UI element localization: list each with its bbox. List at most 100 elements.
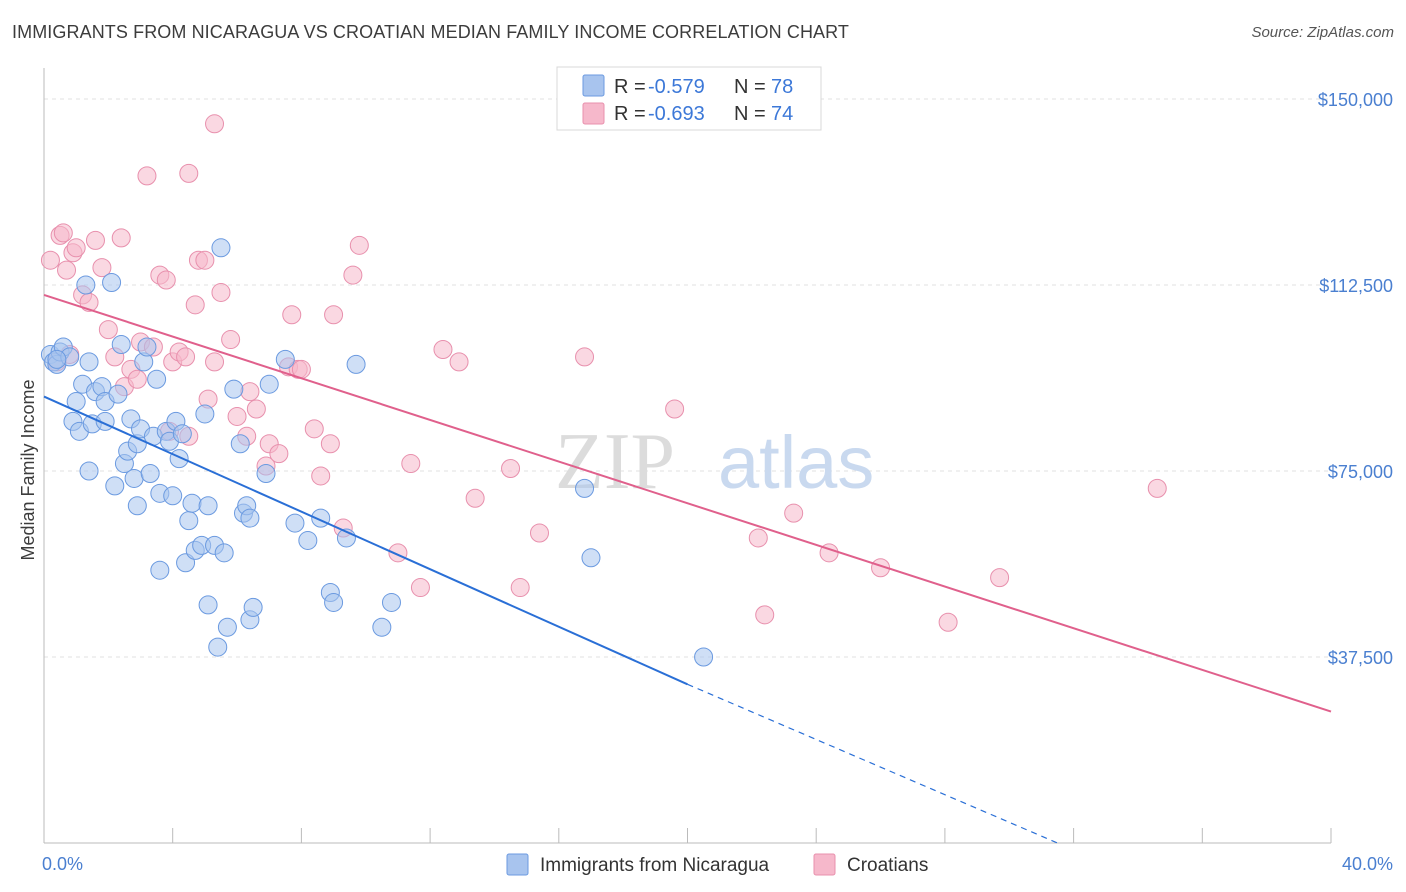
nicaragua-point xyxy=(108,384,128,404)
nicaragua-point xyxy=(217,617,237,637)
croatians-point xyxy=(66,238,86,258)
nicaragua-point xyxy=(275,349,295,369)
croatians-point xyxy=(282,305,302,325)
croatians-point xyxy=(111,228,131,248)
croatians-point xyxy=(433,339,453,359)
croatians-point xyxy=(40,250,60,270)
trend-lines xyxy=(43,293,1332,844)
chart-title: IMMIGRANTS FROM NICARAGUA VS CROATIAN ME… xyxy=(12,22,850,42)
x-tick-label: 40.0% xyxy=(1342,854,1393,874)
croatians-point xyxy=(246,399,266,419)
nicaragua-point xyxy=(372,617,392,637)
nicaragua-point xyxy=(581,548,601,568)
croatians-point xyxy=(784,503,804,523)
croatians-point xyxy=(156,270,176,290)
nicaragua-point xyxy=(198,496,218,516)
nicaragua-point xyxy=(137,337,157,357)
croatians-point xyxy=(240,382,260,402)
nicaragua-point xyxy=(381,592,401,612)
legend-r-value-1: -0.579 xyxy=(648,76,705,98)
axes xyxy=(43,68,1332,844)
croatians-point xyxy=(324,305,344,325)
nicaragua-point xyxy=(169,449,189,469)
croatians-point xyxy=(211,282,231,302)
croatians-point xyxy=(269,444,289,464)
gridlines xyxy=(44,98,1331,658)
legend-stats: R = -0.579 N = 78 R = -0.693 N = 74 xyxy=(556,66,822,131)
croatians-point xyxy=(195,250,215,270)
legend-r-label-2: R = xyxy=(614,103,646,125)
croatians-point xyxy=(185,295,205,315)
nicaragua-point xyxy=(240,508,260,528)
croatians-point xyxy=(465,488,485,508)
croatians-point xyxy=(510,578,530,598)
legend-series: Immigrants from Nicaragua Croatians xyxy=(506,853,928,876)
nicaragua-point xyxy=(140,463,160,483)
chart-source: Source: ZipAtlas.com xyxy=(1251,24,1394,41)
x-tick-labels: 0.0% 40.0% xyxy=(42,854,1393,874)
nicaragua-point xyxy=(211,238,231,258)
legend-swatch-nicaragua xyxy=(582,74,605,97)
nicaragua-point xyxy=(256,463,276,483)
nicaragua-point xyxy=(47,349,67,369)
nicaragua-point xyxy=(208,637,228,657)
legend-r-label-1: R = xyxy=(614,76,646,98)
y-tick-labels: $37,500 $75,000 $112,500 $150,000 xyxy=(1318,90,1393,668)
nicaragua-point xyxy=(198,595,218,615)
nicaragua-point xyxy=(172,424,192,444)
croatians-point xyxy=(304,419,324,439)
nicaragua-points xyxy=(40,238,714,667)
croatians-point xyxy=(938,612,958,632)
croatians-point xyxy=(227,406,247,426)
croatians-point xyxy=(1147,478,1167,498)
croatians-point xyxy=(98,320,118,340)
watermark: ZIP atlas xyxy=(555,418,874,506)
legend-n-value-1: 78 xyxy=(771,76,793,98)
nicaragua-point xyxy=(147,369,167,389)
y-tick-label: $75,000 xyxy=(1328,462,1393,482)
nicaragua-point xyxy=(243,597,263,617)
nicaragua-point xyxy=(195,404,215,424)
y-tick-label: $112,500 xyxy=(1319,276,1393,296)
bottom-legend-swatch-croatians xyxy=(813,853,836,876)
croatians-point xyxy=(529,523,549,543)
nicaragua-point xyxy=(79,352,99,372)
legend-n-label-1: N = xyxy=(734,76,766,98)
croatians-trend-line xyxy=(43,293,1332,713)
nicaragua-point xyxy=(79,461,99,481)
nicaragua-point xyxy=(575,478,595,498)
nicaragua-point xyxy=(230,434,250,454)
nicaragua-point xyxy=(694,647,714,667)
croatians-point xyxy=(748,528,768,548)
nicaragua-trend-extension xyxy=(687,683,1058,844)
y-axis-label: Median Family Income xyxy=(18,379,38,560)
croatians-point xyxy=(401,454,421,474)
croatians-point xyxy=(127,369,147,389)
watermark-zip: ZIP xyxy=(555,418,675,506)
croatians-point xyxy=(449,352,469,372)
croatians-point xyxy=(990,568,1010,588)
croatians-point xyxy=(179,163,199,183)
croatians-point xyxy=(755,605,775,625)
nicaragua-point xyxy=(127,496,147,516)
nicaragua-point xyxy=(259,374,279,394)
bottom-legend-nicaragua: Immigrants from Nicaragua xyxy=(540,855,770,876)
legend-swatch-croatians xyxy=(582,102,605,125)
watermark-atlas: atlas xyxy=(718,421,874,504)
croatians-point xyxy=(665,399,685,419)
nicaragua-point xyxy=(111,335,131,355)
nicaragua-point xyxy=(124,468,144,488)
croatians-point xyxy=(205,114,225,134)
legend-n-label-2: N = xyxy=(734,103,766,125)
croatians-point xyxy=(53,223,73,243)
croatians-point xyxy=(343,265,363,285)
croatians-point xyxy=(501,459,521,479)
x-tick-label: 0.0% xyxy=(42,854,83,874)
croatians-point xyxy=(85,230,105,250)
bottom-legend-croatians: Croatians xyxy=(847,855,928,876)
nicaragua-trend-line xyxy=(43,395,688,686)
nicaragua-point xyxy=(224,379,244,399)
nicaragua-point xyxy=(76,275,96,295)
legend-n-value-2: 74 xyxy=(771,103,793,125)
